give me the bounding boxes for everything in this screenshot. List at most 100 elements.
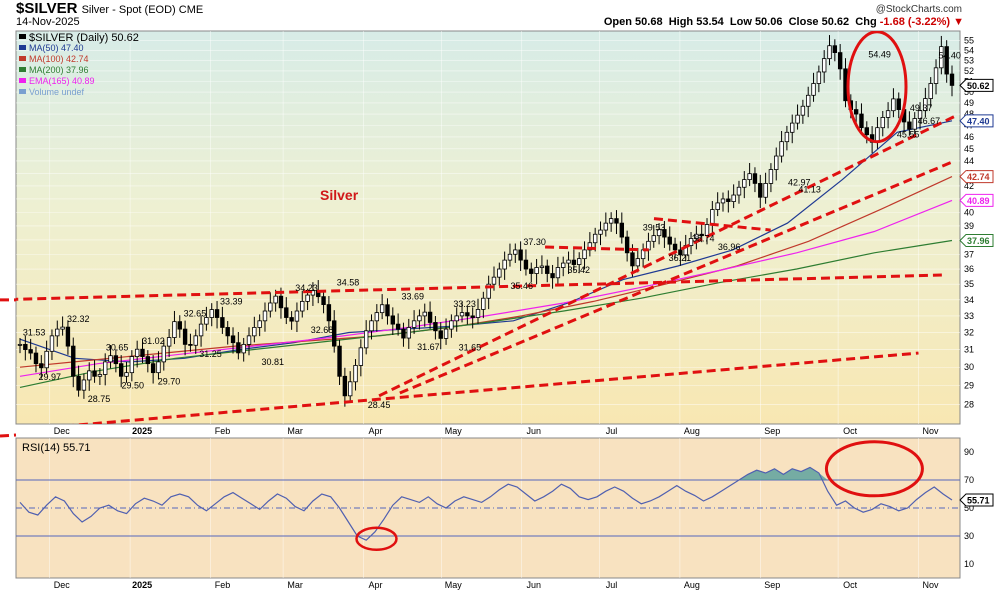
- price-annotation-label: 30.81: [261, 357, 284, 367]
- price-bar: [561, 256, 566, 277]
- svg-text:MA(100) 42.74: MA(100) 42.74: [29, 54, 89, 64]
- price-tick-label: 29: [964, 381, 974, 391]
- price-bar: [427, 301, 433, 329]
- price-annotation-label: 49.37: [910, 103, 933, 113]
- price-tick-label: 35: [964, 279, 974, 289]
- price-bar: [326, 296, 332, 332]
- trendline: [71, 351, 919, 424]
- price-bar: [465, 306, 470, 325]
- price-bar: [928, 77, 933, 108]
- price-bar: [177, 315, 182, 338]
- price-bar: [65, 320, 71, 355]
- price-bar: [454, 307, 459, 332]
- svg-text:42.74: 42.74: [967, 172, 990, 182]
- axis-value-tag: 37.96: [959, 233, 994, 247]
- price-annotation-label: 41.13: [798, 184, 821, 194]
- price-bar: [406, 318, 411, 349]
- price-bar: [411, 310, 417, 334]
- price-bar: [853, 101, 859, 125]
- price-bar: [651, 224, 656, 248]
- price-annotation-label: 32.32: [67, 314, 90, 324]
- price-annotation-label: 31.53: [23, 327, 46, 337]
- svg-text:40.89: 40.89: [967, 196, 990, 206]
- price-tick-label: 42: [964, 181, 974, 191]
- price-tick-label: 45: [964, 144, 974, 154]
- price-bar: [949, 65, 955, 97]
- price-bar: [907, 111, 912, 136]
- price-tick-label: 49: [964, 98, 974, 108]
- price-bar: [246, 327, 252, 356]
- price-bar: [790, 114, 795, 144]
- price-annotation-label: 39.53: [643, 223, 666, 233]
- price-annotation-label: 31.25: [199, 349, 222, 359]
- price-bar: [768, 163, 774, 193]
- price-tick-label: 28: [964, 399, 974, 409]
- price-bar: [896, 92, 901, 119]
- price-bar: [284, 297, 289, 325]
- price-bar: [433, 316, 438, 340]
- axis-value-tag: 47.40: [959, 114, 994, 128]
- change-label: Chg: [855, 16, 877, 28]
- price-annotation-label: 37.30: [523, 237, 546, 247]
- price-annotation-label: 42.97: [788, 178, 811, 188]
- price-bar: [518, 241, 523, 272]
- price-bar: [92, 360, 97, 383]
- price-bar: [438, 322, 443, 350]
- price-bar: [694, 225, 699, 250]
- close-value: 50.62: [821, 16, 850, 28]
- price-x-tick-label: 2025: [132, 426, 152, 436]
- stockcharts-watermark: @StockCharts.com: [875, 4, 962, 15]
- price-bar: [726, 190, 731, 213]
- legend-entry-ma50: MA(50) 47.40: [19, 43, 84, 53]
- open-label: Open: [603, 16, 632, 28]
- price-annotation-label: 29.50: [121, 380, 144, 390]
- price-bar: [885, 102, 891, 129]
- svg-text:50.62: 50.62: [967, 81, 990, 91]
- high-value: 53.54: [696, 16, 724, 28]
- rsi-x-tick-label: Jul: [606, 580, 618, 590]
- price-tick-label: 48: [964, 109, 974, 119]
- price-bar: [390, 307, 395, 336]
- price-bar: [145, 350, 151, 373]
- price-bar: [811, 72, 816, 102]
- price-bar: [598, 221, 603, 246]
- price-bar: [214, 301, 220, 329]
- price-x-tick-label: Apr: [369, 426, 383, 436]
- rsi-x-tick-label: Oct: [843, 580, 858, 590]
- price-tick-label: 40: [964, 207, 974, 217]
- price-annotation-label: 34.58: [337, 278, 360, 288]
- price-annotation-label: 33.69: [402, 292, 425, 302]
- price-bar: [87, 362, 92, 391]
- price-bar: [608, 212, 614, 232]
- axis-value-tag: 42.74: [959, 170, 994, 184]
- price-bar: [497, 262, 502, 286]
- rsi-x-tick-label: Aug: [684, 580, 700, 590]
- price-annotation-label: 28.45: [368, 400, 391, 410]
- price-bar: [566, 251, 571, 274]
- price-bar: [129, 350, 135, 382]
- price-bar: [587, 232, 593, 257]
- price-bar: [837, 44, 843, 80]
- rsi-x-tick-label: Apr: [369, 580, 383, 590]
- rsi-oversold-circle: [355, 526, 398, 552]
- rsi-x-tick-label: May: [445, 580, 463, 590]
- price-bar: [731, 184, 736, 209]
- price-tick-label: 52: [964, 66, 974, 76]
- price-bar: [220, 306, 225, 334]
- price-x-tick-label: Mar: [287, 426, 303, 436]
- svg-text:MA(50) 47.40: MA(50) 47.40: [29, 43, 84, 53]
- silver-annotation: Silver: [320, 187, 359, 203]
- trendline-extension: [0, 433, 17, 438]
- price-tick-label: 31: [964, 345, 974, 355]
- moving-average-line: [19, 199, 953, 377]
- trendline: [399, 159, 956, 395]
- price-x-tick-label: Aug: [684, 426, 700, 436]
- price-bar: [523, 249, 529, 276]
- price-bar: [118, 355, 124, 388]
- price-bar: [60, 316, 65, 336]
- price-bar: [880, 110, 885, 137]
- price-bar: [193, 329, 198, 354]
- price-bar: [182, 320, 188, 356]
- price-bar: [108, 345, 113, 369]
